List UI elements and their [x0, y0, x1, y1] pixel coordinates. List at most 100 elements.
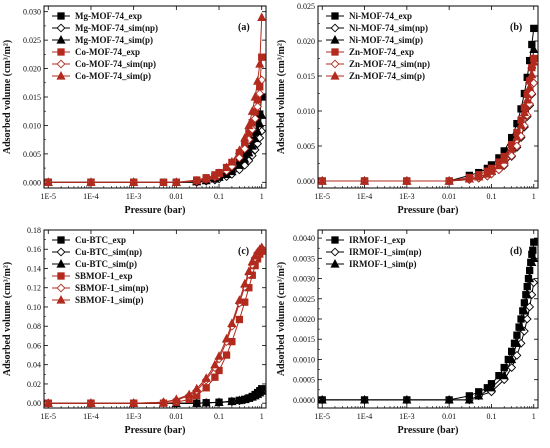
y-tick-label: 0.030	[23, 8, 41, 17]
data-point	[529, 44, 539, 54]
data-point	[227, 156, 237, 166]
x-tick-label: 1E-4	[357, 412, 373, 421]
data-point	[464, 173, 474, 183]
data-point	[530, 238, 538, 246]
data-point	[529, 78, 539, 88]
y-tick-label: 0.000	[297, 177, 315, 186]
series-co-mof-74-sim-np-	[43, 75, 267, 187]
data-point	[522, 94, 532, 104]
legend-marker	[56, 23, 66, 33]
data-point	[253, 76, 263, 85]
x-tick-label: 0.1	[486, 412, 496, 421]
data-point	[486, 382, 497, 392]
data-point	[257, 242, 267, 251]
data-point	[247, 106, 257, 115]
y-tick-label: 0.020	[23, 65, 41, 74]
data-point	[202, 384, 210, 392]
data-point	[171, 177, 181, 186]
legend-marker	[331, 12, 339, 20]
data-point	[529, 246, 537, 254]
legend-marker	[330, 35, 340, 44]
legend-label: Ni-MOF-74_sim(np)	[349, 23, 428, 33]
data-point	[129, 398, 139, 407]
data-point	[214, 351, 224, 360]
series-zn-mof-74-sim-p-	[317, 57, 539, 185]
data-point	[192, 398, 202, 407]
y-tick-label: 0.0000	[293, 396, 315, 405]
x-tick-label: 0.01	[169, 192, 183, 201]
legend-label: Mg-MOF-74_sim(np)	[75, 23, 158, 33]
y-tick-label: 0.10	[27, 303, 41, 312]
y-tick-label: 0.14	[27, 264, 41, 273]
chart-panel-1: 1E-5 1E-4 1E-3 0.01 0.1 1 0.000 0.005 0.010 0.015…	[2, 5, 267, 216]
chart-panel-2: 1E-5 1E-4 1E-3 0.01 0.1 1 0.000 0.005 0.010 0.015…	[276, 2, 539, 216]
data-point	[247, 140, 257, 150]
legend-marker	[330, 71, 340, 80]
x-tick-label: 0.01	[442, 412, 456, 421]
x-tick-label: 1E-5	[40, 412, 56, 421]
data-point	[359, 394, 370, 404]
data-point	[507, 354, 517, 364]
y-axis-label: Adsorbed volume (cm³/m²)	[276, 262, 287, 376]
data-point	[444, 394, 454, 404]
series-irmof-1-sim-np-	[317, 278, 539, 405]
y-tick-label: 0.0030	[293, 275, 315, 284]
x-tick-label: 1E-5	[314, 412, 330, 421]
data-point	[171, 394, 181, 403]
y-tick-label: 0.12	[27, 284, 41, 293]
data-point	[526, 266, 534, 275]
data-point	[255, 118, 265, 128]
data-point	[129, 177, 139, 186]
data-point	[499, 155, 509, 164]
series-co-mof-74-sim-p-	[43, 12, 267, 186]
data-point	[86, 398, 96, 407]
series-mg-mof-74-sim-p-	[43, 110, 267, 186]
data-point	[222, 162, 232, 172]
data-point	[184, 389, 194, 399]
data-point	[512, 141, 522, 151]
x-tick-label: 1E-5	[40, 192, 56, 201]
data-point	[486, 166, 497, 175]
data-point	[255, 89, 265, 99]
legend-marker	[331, 236, 339, 244]
legend-marker	[57, 12, 65, 20]
data-point	[507, 151, 517, 161]
x-tick-label: 1E-3	[399, 192, 415, 201]
data-point	[359, 176, 370, 185]
y-tick-label: 0.0010	[293, 355, 315, 364]
legend-marker	[56, 259, 66, 268]
data-point	[192, 175, 202, 185]
legend-marker	[57, 272, 65, 280]
data-point	[244, 147, 254, 157]
data-point	[402, 394, 412, 404]
data-point	[222, 351, 231, 359]
data-point	[214, 397, 224, 406]
y-tick-label: 0.0020	[293, 315, 315, 324]
data-point	[227, 396, 237, 406]
data-point	[516, 322, 526, 331]
legend-marker	[56, 283, 66, 293]
data-point	[253, 126, 263, 135]
y-tick-label: 0.0025	[293, 295, 315, 304]
data-point	[201, 397, 211, 407]
legend-label: Mg-MOF-74_sim(p)	[75, 35, 153, 45]
legend-label: SBMOF-1_exp	[75, 271, 133, 281]
x-tick-label: 1E-4	[83, 192, 99, 201]
x-tick-label: 1E-4	[83, 412, 99, 421]
legend-marker	[57, 236, 65, 244]
data-point	[525, 302, 535, 312]
y-tick-label: 0.015	[23, 93, 41, 102]
data-point	[240, 278, 250, 288]
y-tick-label: 0.16	[27, 245, 41, 254]
data-point	[257, 110, 267, 119]
data-point	[464, 394, 474, 404]
y-axis-label: Adsorbed volume (cm³/m²)	[2, 262, 13, 376]
legend-label: IRMOF-1_sim(p)	[349, 259, 417, 269]
data-point	[257, 12, 267, 22]
legend-marker	[330, 259, 340, 268]
x-tick-label: 1E-3	[126, 192, 142, 201]
data-point	[444, 176, 454, 185]
data-point	[244, 120, 254, 130]
data-point	[525, 82, 535, 91]
data-point	[474, 390, 484, 400]
